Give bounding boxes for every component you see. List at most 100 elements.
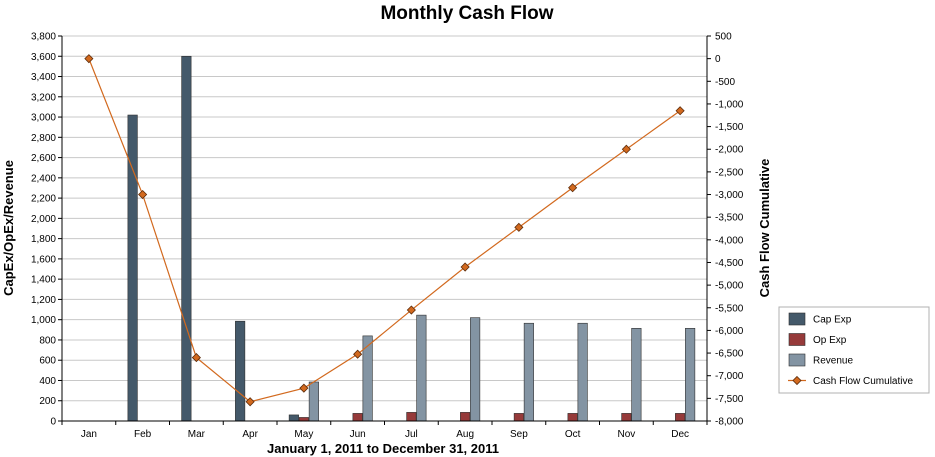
bar-revenue — [631, 327, 642, 422]
y2-tick-label: -6,500 — [715, 349, 744, 360]
cash-flow-point — [84, 54, 94, 64]
axes: 0 200 400 600 800 1,000 1,200 1,400 1,600 1,800 2,… — [31, 32, 744, 441]
bar-cap-exp — [235, 320, 246, 422]
y2-tick-label: -4,000 — [715, 235, 744, 246]
bar-op-exp — [675, 413, 686, 422]
y-tick-label: 2,000 — [31, 214, 56, 225]
legend-swatch — [788, 312, 806, 326]
legend-label: Cash Flow Cumulative — [813, 376, 913, 387]
y-tick-label: 3,800 — [31, 32, 56, 43]
y-tick-label: 2,800 — [31, 133, 56, 144]
y-tick-label: 800 — [39, 335, 56, 346]
y-tick-label: 3,600 — [31, 52, 56, 63]
x-tick-label: Nov — [617, 429, 635, 440]
y2-tick-label: -1,000 — [715, 99, 744, 110]
x-tick-label: May — [294, 429, 313, 440]
y-tick-label: 1,200 — [31, 295, 56, 306]
y2-tick-label: -3,000 — [715, 190, 744, 201]
bar-op-exp — [406, 412, 417, 422]
y-tick-label: 3,400 — [31, 72, 56, 83]
y-tick-label: 400 — [39, 376, 56, 387]
y-tick-label: 1,800 — [31, 234, 56, 245]
chart-title: Monthly Cash Flow — [380, 3, 553, 24]
x-tick-label: Oct — [565, 429, 581, 440]
y-tick-label: 3,200 — [31, 92, 56, 103]
cash-flow-point — [245, 397, 255, 407]
y2-tick-label: -2,500 — [715, 167, 744, 178]
cash-flow-point — [406, 305, 416, 315]
y-tick-label: 1,600 — [31, 254, 56, 265]
cash-flow-point — [353, 349, 363, 359]
y-tick-label: 2,200 — [31, 194, 56, 205]
legend-label: Revenue — [813, 356, 853, 367]
y2-tick-label: 500 — [715, 32, 732, 43]
x-tick-label: Jun — [350, 429, 366, 440]
cash-flow-point — [299, 383, 309, 393]
bar-cap-exp — [181, 55, 192, 422]
bar-revenue — [416, 314, 427, 422]
cash-flow-point — [568, 183, 578, 193]
legend-marker — [792, 375, 802, 386]
y2-tick-label: -4,500 — [715, 258, 744, 269]
y-tick-label: 600 — [39, 356, 56, 367]
y2-tick-label: -7,000 — [715, 371, 744, 382]
cash-flow-point — [514, 222, 524, 232]
legend-label: Cap Exp — [813, 315, 852, 326]
x-tick-label: Jan — [81, 429, 97, 440]
grid — [62, 35, 707, 422]
y-tick-label: 2,400 — [31, 173, 56, 184]
x-tick-label: Dec — [671, 429, 689, 440]
x-axis-title: January 1, 2011 to December 31, 2011 — [267, 441, 499, 456]
y2-tick-label: -8,000 — [715, 417, 744, 428]
y2-tick-label: -500 — [715, 77, 735, 88]
bar-revenue — [523, 322, 534, 422]
bar-op-exp — [513, 413, 524, 422]
x-tick-label: Feb — [134, 429, 152, 440]
cash-flow-point — [675, 106, 685, 116]
x-tick-label: Jul — [405, 429, 418, 440]
legend: Cap Exp Op Exp Revenue Cash Flow Cumulative — [778, 306, 930, 394]
x-tick-label: Sep — [510, 429, 528, 440]
bar-cap-exp — [288, 414, 299, 422]
x-tick-label: Mar — [188, 429, 206, 440]
bar-revenue — [685, 327, 696, 422]
bar-op-exp — [621, 413, 632, 422]
y-tick-label: 2,600 — [31, 153, 56, 164]
y2-tick-label: -5,500 — [715, 303, 744, 314]
cash-flow-point — [138, 189, 148, 200]
cash-flow-point — [191, 353, 201, 363]
cash-flow-cumulative-line — [88, 58, 681, 403]
x-tick-label: Apr — [242, 429, 258, 440]
bar-revenue — [308, 381, 319, 422]
y2-tick-label: -7,500 — [715, 394, 744, 405]
bar-op-exp — [460, 412, 471, 422]
y2-tick-label: -5,000 — [715, 281, 744, 292]
y-tick-label: 1,400 — [31, 275, 56, 286]
bar-op-exp — [567, 413, 578, 422]
y2-tick-label: -2,000 — [715, 145, 744, 156]
y-axis-title-left: CapEx/OpEx/Revenue — [1, 160, 16, 296]
bars — [127, 55, 696, 422]
x-tick-label: Aug — [456, 429, 474, 440]
y2-tick-label: -6,000 — [715, 326, 744, 337]
y-axis-title-right: Cash Flow Cumulative — [757, 159, 772, 298]
bar-revenue — [470, 317, 481, 422]
y2-tick-label: -1,500 — [715, 122, 744, 133]
cash-flow-line — [84, 54, 685, 407]
y2-tick-label: -3,500 — [715, 213, 744, 224]
cash-flow-point — [460, 262, 470, 272]
y-tick-label: 0 — [50, 417, 56, 428]
bar-revenue — [577, 322, 588, 422]
y-tick-label: 200 — [39, 396, 56, 407]
legend-swatch — [788, 353, 806, 367]
legend-swatch — [788, 333, 806, 346]
y-tick-label: 1,000 — [31, 315, 56, 326]
bar-op-exp — [352, 413, 363, 422]
bar-op-exp — [298, 417, 309, 422]
y-tick-label: 3,000 — [31, 113, 56, 124]
y2-tick-label: 0 — [715, 54, 721, 65]
legend-label: Op Exp — [813, 335, 847, 346]
cash-flow-point — [621, 144, 631, 154]
